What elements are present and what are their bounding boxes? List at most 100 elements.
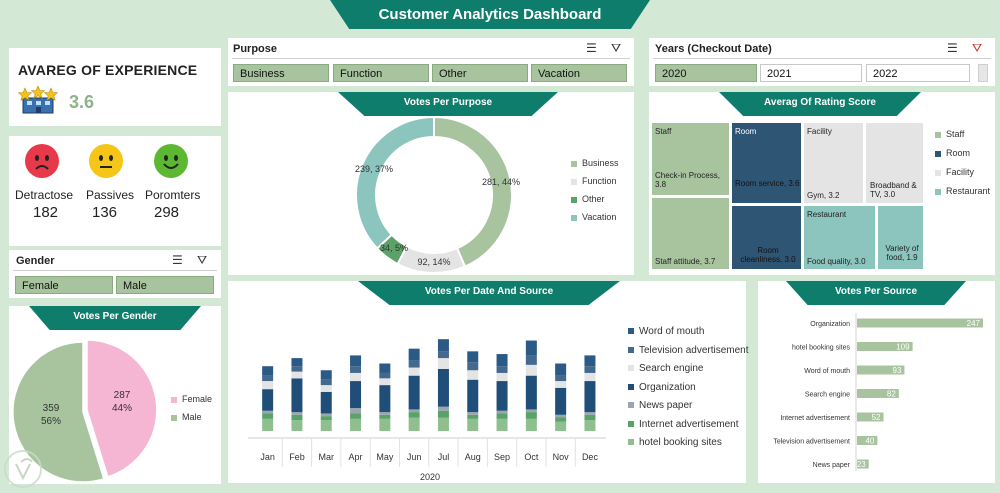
source-bar (857, 436, 878, 445)
x-axis-year-label: 2020 (420, 472, 440, 482)
legend-business: Business (571, 158, 619, 168)
column-segment (525, 340, 537, 356)
years-slicer-title: Years (Checkout Date) (655, 43, 772, 55)
nps-panel: Detractose Passives Poromters 182 136 29… (9, 136, 221, 246)
multi-select-icon[interactable]: ☰ (947, 41, 958, 55)
purpose-option-other[interactable]: Other (432, 64, 528, 82)
column-segment (320, 370, 332, 380)
legend-staff: Staff (935, 129, 964, 139)
column-segment (525, 409, 537, 413)
x-tick-label: Jan (260, 452, 275, 462)
slicer-scrollbar[interactable] (978, 64, 988, 82)
column-segment (584, 381, 596, 413)
column-segment (584, 366, 596, 373)
column-segment (350, 381, 362, 409)
function-data-label: 92, 14% (417, 257, 450, 267)
column-segment (320, 420, 332, 431)
column-segment (496, 372, 508, 382)
column-segment (437, 339, 449, 352)
bar-value-label: 82 (887, 390, 896, 399)
x-tick-label: Jun (407, 452, 422, 462)
clear-filter-icon[interactable]: ⛛ (611, 41, 622, 55)
column-segment (437, 358, 449, 369)
clear-filter-icon[interactable]: ⛛ (197, 253, 208, 267)
column-segment (467, 418, 479, 431)
year-option-2021[interactable]: 2021 (760, 64, 862, 82)
votes-per-source-title: Votes Per Source (786, 281, 966, 305)
pie-slice-female (12, 341, 105, 483)
year-option-2022[interactable]: 2022 (866, 64, 970, 82)
votes-date-source-title: Votes Per Date And Source (358, 281, 620, 305)
column-segment (437, 410, 449, 418)
bar-value-label: 23 (857, 460, 866, 469)
column-segment (379, 418, 391, 431)
multi-select-icon[interactable]: ☰ (586, 41, 597, 55)
year-option-2020[interactable]: 2020 (655, 64, 757, 82)
column-segment (525, 355, 537, 365)
purpose-option-function[interactable]: Function (333, 64, 429, 82)
column-segment (291, 358, 303, 367)
column-segment (262, 375, 274, 382)
legend-word-of-mouth: Word of mouth (628, 326, 704, 337)
gender-option-male[interactable]: Male (116, 276, 214, 294)
column-segment (467, 370, 479, 380)
legend-room: Room (935, 148, 970, 158)
source-bar (857, 365, 905, 375)
column-segment (350, 408, 362, 414)
y-tick-label: Organization (810, 321, 850, 328)
column-segment (437, 368, 449, 407)
y-tick-label: Word of mouth (804, 368, 850, 375)
other-data-label: 34, 5% (380, 243, 408, 253)
column-segment (379, 372, 391, 379)
source-bar (857, 389, 899, 398)
multi-select-icon[interactable]: ☰ (172, 253, 183, 267)
column-segment (262, 413, 274, 419)
x-tick-label: Aug (465, 452, 481, 462)
column-segment (555, 421, 567, 431)
treemap-group-label: Staff (655, 127, 672, 136)
column-segment (262, 410, 274, 414)
treemap-cell-label: Staff attitude, 3.7 (655, 257, 716, 266)
purpose-donut-chart: 281, 44% 92, 14% 34, 5% 239, 37% (355, 115, 520, 274)
treemap-group-label: Room (735, 127, 757, 136)
column-segment (320, 379, 332, 386)
column-segment (262, 366, 274, 376)
clear-filter-icon[interactable]: ⛛ (972, 41, 983, 55)
votes-per-gender-title: Votes Per Gender (29, 306, 201, 330)
y-tick-label: Internet advertisement (780, 415, 850, 422)
purpose-option-vacation[interactable]: Vacation (531, 64, 627, 82)
column-segment (379, 412, 391, 415)
column-segment (496, 413, 508, 419)
column-segment (467, 362, 479, 371)
column-segment (408, 375, 420, 410)
column-segment (320, 391, 332, 414)
column-segment (262, 418, 274, 431)
column-segment (408, 412, 420, 418)
legend-other: Other (571, 194, 605, 204)
avg-rating-title: Averag Of Rating Score (719, 92, 921, 116)
female-pct-label: 44% (112, 403, 132, 414)
column-segment (408, 367, 420, 376)
column-segment (525, 375, 537, 410)
gender-option-female[interactable]: Female (15, 276, 113, 294)
treemap-cell-label: Room cleanliness, 3.0 (740, 246, 796, 264)
stacked-column-chart: Jan Feb Mar Apr May Jun Jul Aug Sep Oct Nov Dec 202… (248, 339, 606, 482)
legend-male: Male (171, 412, 202, 422)
purpose-option-business[interactable]: Business (233, 64, 329, 82)
votes-per-purpose-title: Votes Per Purpose (338, 92, 558, 116)
treemap-cell-label: Gym, 3.2 (807, 191, 840, 200)
legend-restaurant: Restaurant (935, 186, 990, 196)
column-segment (291, 414, 303, 421)
donut-slice-business (433, 115, 513, 268)
treemap-group-label: Facility (807, 127, 832, 136)
column-segment (379, 378, 391, 386)
column-segment (350, 413, 362, 419)
donut-slice-vacation (355, 115, 435, 250)
promoters-label: Poromters (145, 188, 201, 202)
treemap-cell-room-cleanliness: Room cleanliness, 3.0 (731, 205, 802, 270)
source-bar (857, 459, 869, 469)
bar-value-label: 40 (865, 437, 874, 446)
treemap-cell-broadband: Broadband & TV, 3.0 (865, 122, 924, 204)
happy-face-icon (154, 144, 188, 178)
treemap-cell-label: Food quality, 3.0 (807, 257, 866, 266)
